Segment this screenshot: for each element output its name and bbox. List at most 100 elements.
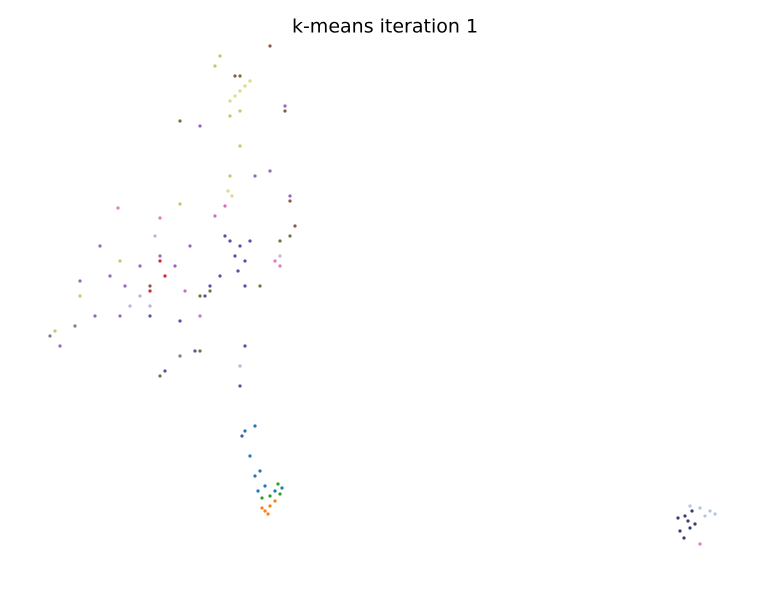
point (268, 504, 272, 508)
point (78, 294, 82, 298)
point (243, 284, 247, 288)
point (228, 99, 232, 103)
point (278, 492, 282, 496)
point (238, 144, 242, 148)
point (228, 114, 232, 118)
point (213, 214, 217, 218)
point (148, 314, 152, 318)
point (183, 289, 187, 293)
point (248, 239, 252, 243)
point (273, 499, 277, 503)
point (228, 239, 232, 243)
point (283, 104, 287, 108)
point (278, 239, 282, 243)
point (288, 199, 292, 203)
point (280, 486, 284, 490)
point (693, 522, 697, 526)
point (158, 374, 162, 378)
point (163, 274, 167, 278)
point (213, 64, 217, 68)
point (148, 304, 152, 308)
point (238, 364, 242, 368)
point (53, 329, 57, 333)
point (253, 174, 257, 178)
point (233, 94, 237, 98)
point (238, 244, 242, 248)
point (123, 284, 127, 288)
point (198, 124, 202, 128)
point (688, 504, 692, 508)
point (288, 234, 292, 238)
point (203, 294, 207, 298)
point (713, 512, 717, 516)
point (688, 526, 692, 530)
point (273, 489, 277, 493)
point (228, 174, 232, 178)
point (258, 284, 262, 288)
point (118, 259, 122, 263)
point (58, 344, 62, 348)
point (188, 244, 192, 248)
point (698, 506, 702, 510)
point (243, 84, 247, 88)
point (108, 274, 112, 278)
point (153, 234, 157, 238)
point (243, 429, 247, 433)
point (283, 109, 287, 113)
point (193, 349, 197, 353)
point (253, 474, 257, 478)
point (158, 254, 162, 258)
point (268, 169, 272, 173)
point (93, 314, 97, 318)
point (218, 54, 222, 58)
point (233, 254, 237, 258)
point (258, 469, 262, 473)
point (238, 89, 242, 93)
point (198, 294, 202, 298)
point (248, 79, 252, 83)
point (173, 264, 177, 268)
point (158, 216, 162, 220)
point (198, 349, 202, 353)
chart-title: k-means iteration 1 (292, 16, 478, 38)
point (686, 519, 690, 523)
point (128, 304, 132, 308)
point (256, 489, 260, 493)
point (682, 536, 686, 540)
point (690, 509, 694, 513)
point (698, 542, 702, 546)
point (98, 244, 102, 248)
point (118, 314, 122, 318)
point (218, 274, 222, 278)
point (178, 319, 182, 323)
point (273, 259, 277, 263)
point (158, 259, 162, 263)
point (293, 224, 297, 228)
point (253, 424, 257, 428)
point (138, 294, 142, 298)
point (238, 74, 242, 78)
point (248, 454, 252, 458)
point (198, 314, 202, 318)
point (288, 194, 292, 198)
point (260, 496, 264, 500)
point (243, 259, 247, 263)
point (178, 202, 182, 206)
point (208, 289, 212, 293)
point (238, 384, 242, 388)
point (223, 204, 227, 208)
point (73, 324, 77, 328)
point (78, 279, 82, 283)
point (703, 514, 707, 518)
point (116, 206, 120, 210)
point (678, 529, 682, 533)
point (148, 289, 152, 293)
point (233, 74, 237, 78)
point (266, 512, 270, 516)
point (278, 254, 282, 258)
point (178, 119, 182, 123)
point (268, 44, 272, 48)
point (240, 434, 244, 438)
point (263, 509, 267, 513)
